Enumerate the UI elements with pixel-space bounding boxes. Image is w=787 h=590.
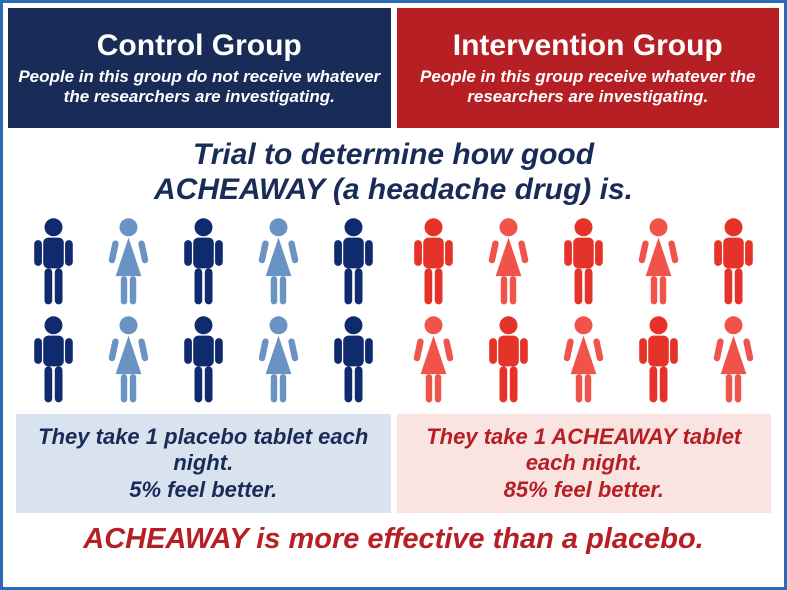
people-row (8, 213, 779, 408)
male-person-icon (406, 217, 461, 307)
male-person-icon (481, 315, 536, 405)
female-person-icon (251, 217, 306, 307)
control-result: They take 1 placebo tablet each night. 5… (16, 414, 391, 513)
female-person (556, 315, 611, 405)
trial-title-line2: ACHEAWAY (a headache drug) is. (154, 173, 633, 206)
intervention-people (397, 213, 772, 408)
female-person (631, 217, 686, 307)
female-person-icon (631, 217, 686, 307)
male-person-icon (26, 217, 81, 307)
male-person (556, 217, 611, 307)
male-person (176, 315, 231, 405)
people-line (397, 217, 772, 307)
people-line (397, 315, 772, 405)
female-person (706, 315, 761, 405)
intervention-result: They take 1 ACHEAWAY tablet each night. … (397, 414, 772, 513)
male-person (176, 217, 231, 307)
female-person (481, 217, 536, 307)
female-person (101, 315, 156, 405)
female-person (251, 315, 306, 405)
people-line (16, 217, 391, 307)
intervention-title: Intervention Group (407, 29, 770, 63)
male-person-icon (176, 217, 231, 307)
control-people (16, 213, 391, 408)
control-header: Control Group People in this group do no… (8, 8, 391, 128)
male-person-icon (326, 315, 381, 405)
control-subtitle: People in this group do not receive what… (18, 67, 381, 106)
female-person (101, 217, 156, 307)
male-person (26, 315, 81, 405)
intervention-header: Intervention Group People in this group … (397, 8, 780, 128)
female-person-icon (251, 315, 306, 405)
female-person-icon (481, 217, 536, 307)
male-person (481, 315, 536, 405)
male-person (706, 217, 761, 307)
male-person (326, 217, 381, 307)
female-person (251, 217, 306, 307)
header-row: Control Group People in this group do no… (8, 8, 779, 128)
male-person-icon (326, 217, 381, 307)
male-person-icon (706, 217, 761, 307)
male-person (26, 217, 81, 307)
female-person-icon (101, 217, 156, 307)
control-result-line2: 5% feel better. (129, 477, 277, 502)
female-person (406, 315, 461, 405)
female-person-icon (706, 315, 761, 405)
male-person (631, 315, 686, 405)
trial-title-line1: Trial to determine how good (193, 138, 594, 171)
control-title: Control Group (18, 29, 381, 63)
trial-title: Trial to determine how good ACHEAWAY (a … (8, 128, 779, 213)
male-person (326, 315, 381, 405)
results-row: They take 1 placebo tablet each night. 5… (8, 408, 779, 517)
female-person-icon (556, 315, 611, 405)
male-person-icon (631, 315, 686, 405)
female-person-icon (101, 315, 156, 405)
people-line (16, 315, 391, 405)
control-result-line1: They take 1 placebo tablet each night. (38, 424, 368, 475)
infographic-frame: Control Group People in this group do no… (0, 0, 787, 590)
intervention-result-line2: 85% feel better. (504, 477, 664, 502)
conclusion-text: ACHEAWAY is more effective than a placeb… (8, 517, 779, 564)
female-person-icon (406, 315, 461, 405)
intervention-subtitle: People in this group receive whatever th… (407, 67, 770, 106)
male-person-icon (26, 315, 81, 405)
male-person-icon (176, 315, 231, 405)
male-person-icon (556, 217, 611, 307)
intervention-result-line1: They take 1 ACHEAWAY tablet each night. (426, 424, 741, 475)
male-person (406, 217, 461, 307)
